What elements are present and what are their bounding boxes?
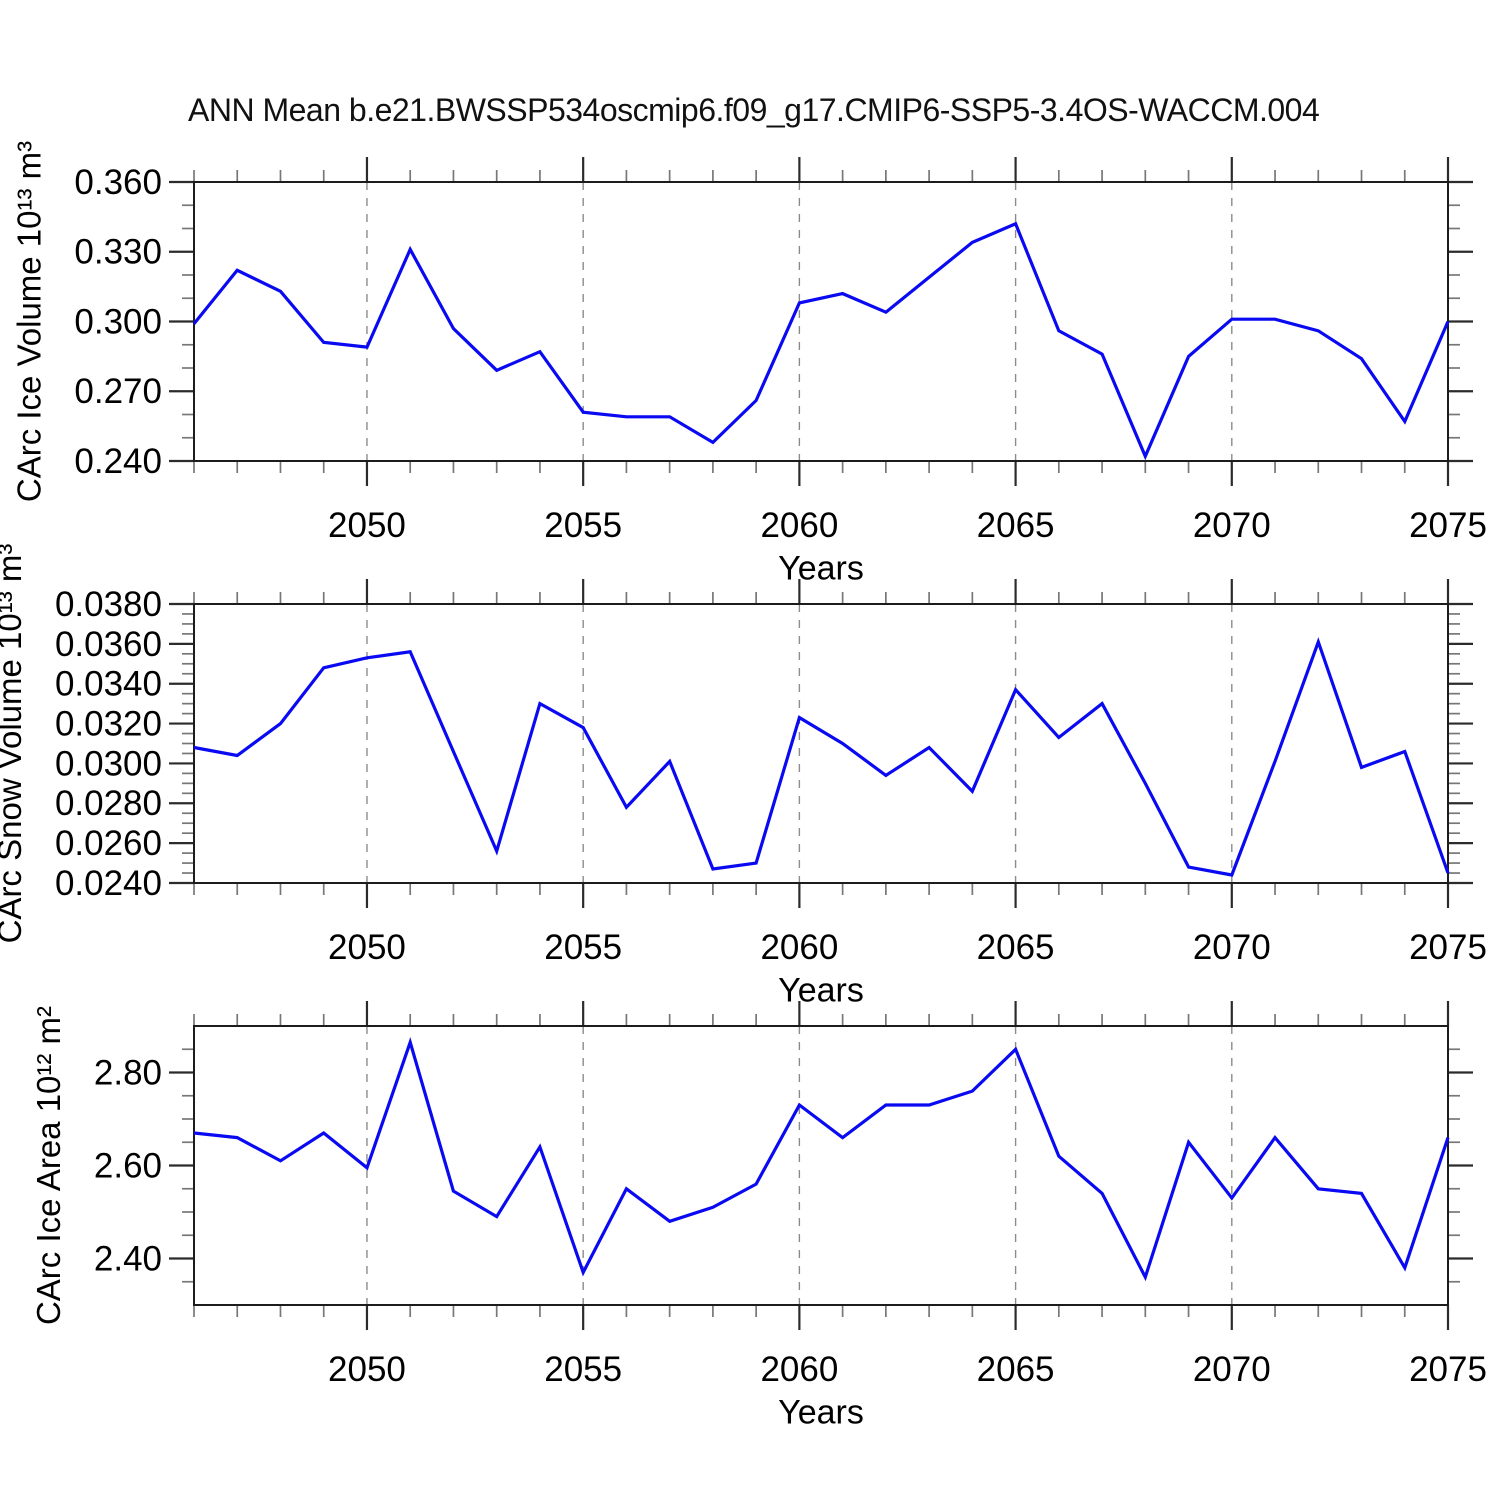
y-axis-title: CArc Ice Volume 10¹³ m³	[11, 141, 48, 502]
y-tick-label: 0.270	[74, 372, 162, 411]
y-axis-title: CArc Snow Volume 10¹³ m³	[0, 544, 28, 944]
panel-snow-volume: 0.02400.02600.02800.03000.03200.03400.03…	[0, 544, 1487, 1010]
y-tick-label: 0.240	[74, 442, 162, 481]
x-tick-label: 2065	[977, 928, 1055, 967]
x-tick-label: 2055	[544, 928, 622, 967]
y-tick-label: 2.80	[94, 1053, 162, 1092]
y-tick-label: 0.360	[74, 163, 162, 202]
x-tick-label: 2050	[328, 928, 406, 967]
panel-ice-volume: 0.240 0.270 0.300 0.330 0.360 2050 2055 2060 206…	[11, 141, 1487, 588]
x-tick-label: 2070	[1193, 928, 1271, 967]
x-tick-label: 2060	[760, 1350, 838, 1389]
x-tick-label: 2060	[760, 928, 838, 967]
x-tick-label: 2065	[977, 506, 1055, 545]
x-tick-label: 2070	[1193, 1350, 1271, 1389]
x-tick-label: 2050	[328, 506, 406, 545]
x-tick-label: 2060	[760, 506, 838, 545]
y-axis-title: CArc Ice Area 10¹² m²	[30, 1006, 67, 1325]
y-tick-label: 2.40	[94, 1239, 162, 1278]
x-tick-label: 2070	[1193, 506, 1271, 545]
y-tick-label: 0.0320	[55, 704, 162, 743]
x-axis-title: Years	[778, 972, 864, 1010]
y-tick-label: 2.60	[94, 1146, 162, 1185]
y-tick-label: 0.300	[74, 302, 162, 341]
x-tick-label: 2075	[1409, 1350, 1487, 1389]
x-axis-title: Years	[778, 550, 864, 588]
data-series-line	[193, 1037, 1450, 1282]
y-tick-label: 0.0340	[55, 665, 162, 704]
y-tick-label: 0.0280	[55, 784, 162, 823]
x-tick-label: 2065	[977, 1350, 1055, 1389]
data-series-line	[192, 221, 1450, 461]
y-tick-label: 0.0380	[55, 585, 162, 624]
x-tick-label: 2075	[1409, 928, 1487, 967]
y-tick-label: 0.0360	[55, 625, 162, 664]
x-tick-label: 2075	[1409, 506, 1487, 545]
page-title: ANN Mean b.e21.BWSSP534oscmip6.f09_g17.C…	[188, 92, 1320, 128]
plot-frame	[193, 603, 1449, 884]
x-axis-title: Years	[778, 1394, 864, 1432]
y-tick-label: 0.0260	[55, 824, 162, 863]
y-tick-label: 0.0300	[55, 744, 162, 783]
panel-ice-area: 2.40 2.60 2.80 2050 2055 2060 2065 2070 2075 Year…	[30, 1001, 1487, 1432]
x-tick-label: 2050	[328, 1350, 406, 1389]
x-tick-label: 2055	[544, 1350, 622, 1389]
x-tick-label: 2055	[544, 506, 622, 545]
y-tick-label: 0.0240	[55, 864, 162, 903]
plot-frame	[193, 1025, 1449, 1306]
y-tick-label: 0.330	[74, 233, 162, 272]
data-series-line	[193, 637, 1450, 877]
plot-frame	[193, 181, 1449, 462]
